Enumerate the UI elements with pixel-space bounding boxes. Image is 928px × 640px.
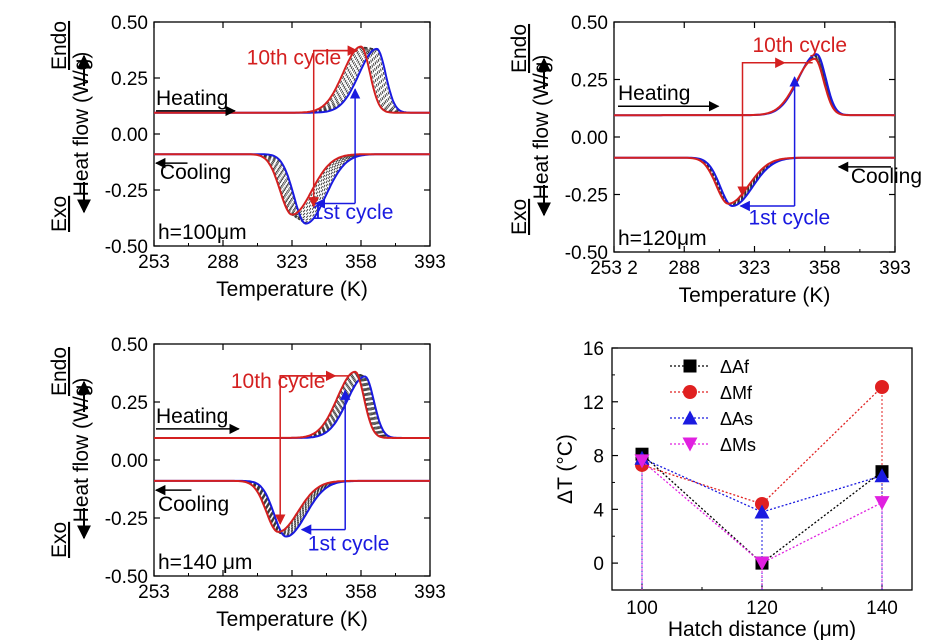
y-tick-label: 0.00 <box>111 125 148 146</box>
y-axis-label: Heat flow (W/g) <box>530 55 553 200</box>
heating-curve-10th <box>154 45 430 114</box>
label-hatch-distance: h=100μm <box>158 221 247 244</box>
x-tick-label: 323 <box>739 258 771 279</box>
scatter-panel: 100 120 140 0 4 8 12 16 Hatch distance (μm) ΔT (°… <box>554 339 913 640</box>
x-tick-label: 253 <box>138 252 170 273</box>
cooling-curve-10th <box>154 153 430 216</box>
data-point-4 <box>874 496 890 511</box>
x-tick-label: 323 <box>276 582 308 603</box>
label-cooling: Cooling <box>160 161 231 184</box>
label-10th-cycle: 10th cycle <box>752 34 847 57</box>
y-tick-label: 0.50 <box>111 335 148 356</box>
x-tick-label: 358 <box>345 252 377 273</box>
x-tick-label: 393 <box>414 252 446 273</box>
legend-marker <box>682 410 698 425</box>
legend-label: ΔAs <box>720 409 753 429</box>
x-tick-label: 120 <box>746 598 778 619</box>
label-cooling: Cooling <box>851 165 922 188</box>
y-axis-label: ΔT (°C) <box>554 434 577 504</box>
y-tick-label: 0 <box>593 554 604 575</box>
data-point-3 <box>754 504 770 519</box>
y-tick-label: -0.50 <box>105 237 148 258</box>
x-tick-label: 358 <box>809 258 841 279</box>
x-tick-label: 288 <box>207 582 239 603</box>
y-tick-label: 0.50 <box>571 13 608 34</box>
y-tick-label: -0.25 <box>105 509 148 530</box>
dsc-panel-1: 253 288 323 358 393 0.50 0.25 0.00 -0.25 -0.50 Tem… <box>48 13 446 301</box>
data-point-2 <box>875 379 889 394</box>
y-axis-label-exo: Exo <box>48 196 71 232</box>
y-axis-label-endo: Endo <box>508 24 531 73</box>
label-1st-cycle: 1st cycle <box>308 532 390 555</box>
y-axis-label-group: Heat flow (W/g)Endo Exo <box>48 347 93 558</box>
legend-marker <box>682 437 698 452</box>
y-axis-label-group: Heat flow (W/g)Endo Exo <box>508 24 553 235</box>
legend-label: ΔAf <box>720 357 750 377</box>
legend-label: ΔMs <box>720 435 756 455</box>
label-heating: Heating <box>618 82 690 105</box>
data-point-4 <box>634 454 650 469</box>
y-tick-label: 0.25 <box>111 393 148 414</box>
x-tick-label: 140 <box>866 598 898 619</box>
y-axis-label-endo: Endo <box>48 21 71 70</box>
y-tick-label: 0.25 <box>111 69 148 90</box>
x-tick-label: 253 <box>138 582 170 603</box>
heating-curve-10th <box>614 57 895 117</box>
data-point-4 <box>754 556 770 571</box>
dsc-panel-2: 253 2 288 323 358 393 0.50 0.25 0.00 -0.25 -0.50 T… <box>508 13 922 307</box>
dsc-panel-3: 253 288 323 358 393 0.50 0.25 0.00 -0.25 -0.50 Tem… <box>48 335 446 631</box>
label-10th-cycle: 10th cycle <box>231 370 326 393</box>
y-tick-label: -0.25 <box>105 181 148 202</box>
y-tick-label: 16 <box>583 339 604 360</box>
y-tick-label: 8 <box>593 447 604 468</box>
y-axis-label-exo: Exo <box>48 522 71 558</box>
x-axis-label: Temperature (K) <box>216 278 368 301</box>
red-cycle-arrow <box>737 62 813 197</box>
legend-marker <box>683 359 697 373</box>
x-tick-label: 358 <box>345 582 377 603</box>
legend-label: ΔMf <box>720 383 753 403</box>
data-point-2 <box>755 496 769 511</box>
x-axis-label: Hatch distance (μm) <box>668 618 856 640</box>
series-line-2 <box>641 386 883 505</box>
y-axis-label: Heat flow (W/g) <box>70 378 93 523</box>
y-tick-label: 0.00 <box>571 128 608 149</box>
y-axis-label-group: Heat flow (W/g)Endo Exo <box>48 21 93 232</box>
y-tick-label: 0.25 <box>571 71 608 92</box>
data-point-3 <box>874 468 890 483</box>
x-tick-label: 100 <box>626 598 658 619</box>
heating-curve-10th <box>154 370 430 439</box>
label-cooling: Cooling <box>158 493 229 516</box>
y-axis-label-exo: Exo <box>508 199 531 235</box>
label-hatch-distance: h=140 μm <box>158 551 252 574</box>
x-tick-label: 288 <box>207 252 239 273</box>
label-10th-cycle: 10th cycle <box>247 47 342 70</box>
x-axis-label: Temperature (K) <box>216 608 368 631</box>
y-axis-label-endo: Endo <box>48 347 71 396</box>
y-tick-label: 12 <box>583 393 604 414</box>
label-1st-cycle: 1st cycle <box>312 201 394 224</box>
y-axis-label: Heat flow (W/g) <box>70 52 93 197</box>
x-tick-label: 393 <box>879 258 911 279</box>
y-tick-label: 0.50 <box>111 13 148 34</box>
label-hatch-distance: h=120μm <box>618 227 707 250</box>
legend-marker <box>683 385 697 399</box>
label-heating: Heating <box>156 87 228 110</box>
label-heating: Heating <box>156 405 228 428</box>
y-tick-label: -0.25 <box>565 186 608 207</box>
x-tick-label: 288 <box>668 258 700 279</box>
y-tick-label: 4 <box>593 500 604 521</box>
y-tick-label: 0.00 <box>111 451 148 472</box>
x-tick-label: 393 <box>414 582 446 603</box>
y-tick-label: -0.50 <box>105 567 148 588</box>
x-tick-label: 323 <box>276 252 308 273</box>
y-tick-label: -0.50 <box>565 243 608 264</box>
cooling-curve-10th <box>154 479 430 533</box>
x-axis-label: Temperature (K) <box>679 284 831 307</box>
cooling-curve-10th <box>614 156 895 205</box>
x-tick-label: 253 2 <box>590 258 638 279</box>
label-1st-cycle: 1st cycle <box>748 206 830 229</box>
y-axis-label-group: ΔT (°C) <box>554 434 577 504</box>
